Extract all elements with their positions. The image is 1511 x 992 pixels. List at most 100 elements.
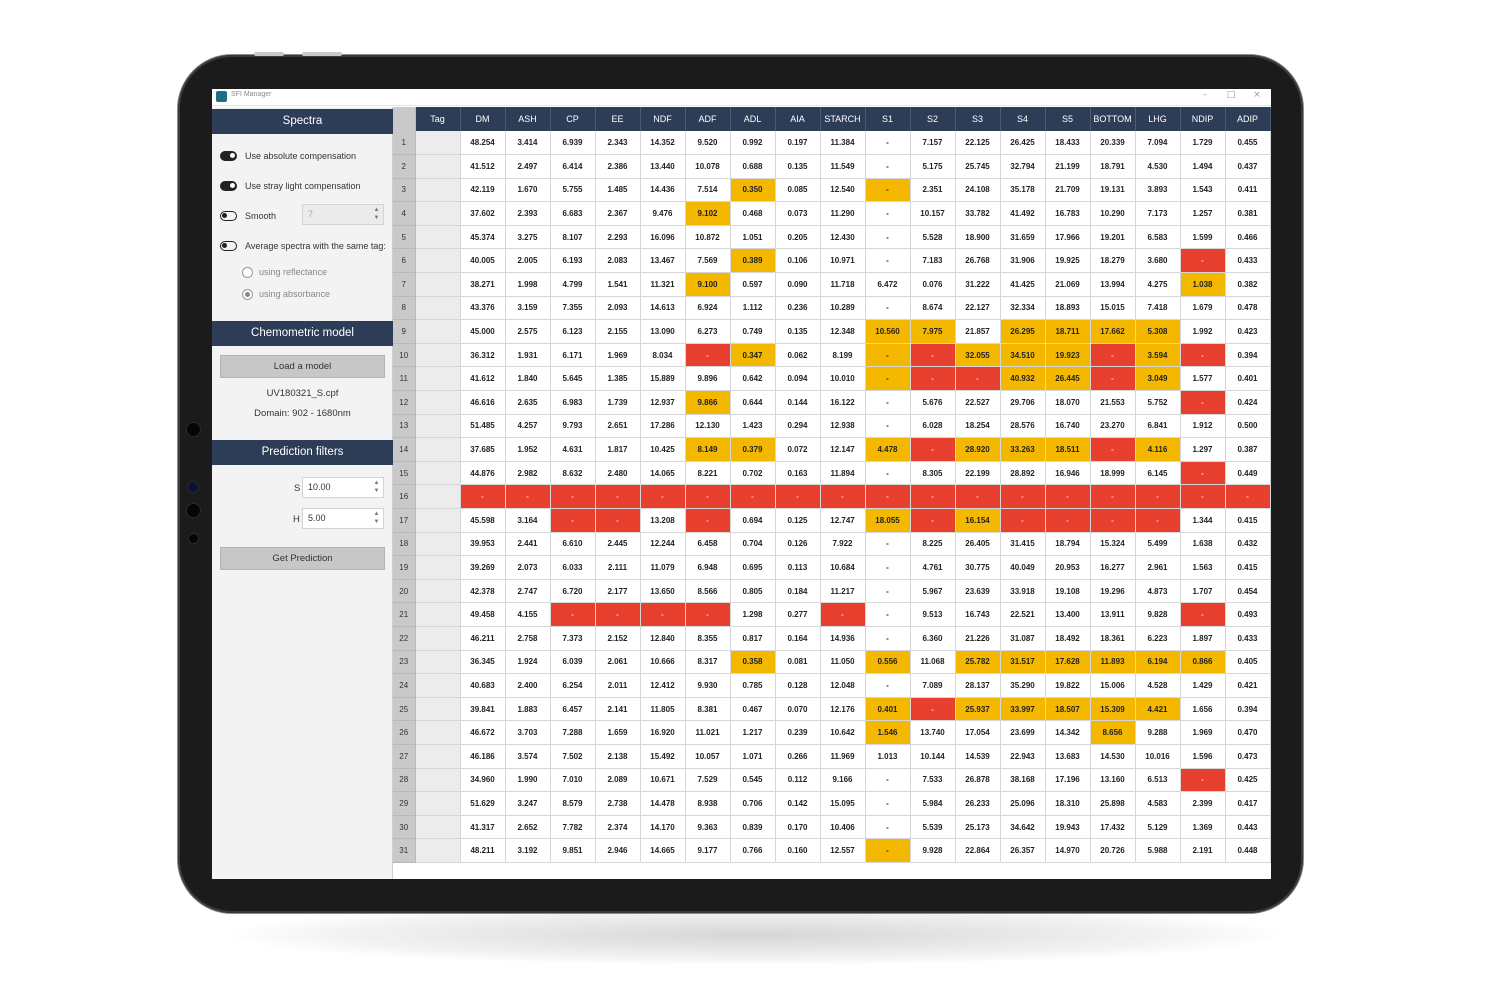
row-number[interactable]: 10	[393, 343, 416, 368]
value-cell[interactable]: 12.244	[640, 532, 686, 557]
tag-cell[interactable]	[415, 414, 461, 439]
value-cell[interactable]: 2.575	[505, 319, 551, 344]
value-cell[interactable]: 11.068	[910, 650, 956, 675]
table-row[interactable]: 14 37.685 1.952 4.631 1.817 10.425 8.149 0.379 0…	[393, 437, 1271, 462]
load-model-button[interactable]: Load a model	[220, 355, 385, 378]
value-cell[interactable]: 0.382	[1225, 272, 1271, 297]
value-cell[interactable]: 0.405	[1225, 650, 1271, 675]
value-cell[interactable]: 8.674	[910, 296, 956, 321]
value-cell[interactable]: 1.543	[1180, 178, 1226, 203]
value-cell[interactable]: 13.911	[1090, 602, 1136, 627]
value-cell[interactable]: 0.556	[865, 650, 911, 675]
value-cell[interactable]: 0.062	[775, 343, 821, 368]
value-cell[interactable]: 4.799	[550, 272, 596, 297]
value-cell[interactable]: 2.191	[1180, 838, 1226, 863]
value-cell[interactable]: 0.125	[775, 508, 821, 533]
tag-cell[interactable]	[415, 720, 461, 745]
value-cell[interactable]: 2.011	[595, 673, 641, 698]
value-cell[interactable]: 8.579	[550, 791, 596, 816]
tag-cell[interactable]	[415, 768, 461, 793]
value-cell[interactable]: 15.006	[1090, 673, 1136, 698]
value-cell[interactable]: -	[1135, 484, 1181, 509]
value-cell[interactable]: 4.421	[1135, 697, 1181, 722]
value-cell[interactable]: -	[865, 248, 911, 274]
value-cell[interactable]: 0.294	[775, 414, 821, 439]
value-cell[interactable]: 12.147	[820, 437, 866, 462]
value-cell[interactable]: -	[865, 414, 911, 439]
value-cell[interactable]: 16.277	[1090, 555, 1136, 580]
value-cell[interactable]: 12.557	[820, 838, 866, 863]
value-cell[interactable]: 0.144	[775, 390, 821, 415]
value-cell[interactable]: 1.013	[865, 744, 911, 769]
value-cell[interactable]: 10.144	[910, 744, 956, 769]
value-cell[interactable]: 3.164	[505, 508, 551, 533]
value-cell[interactable]: 0.421	[1225, 673, 1271, 698]
value-cell[interactable]: -	[1090, 366, 1136, 392]
value-cell[interactable]: 9.102	[685, 201, 731, 226]
value-cell[interactable]: 2.083	[595, 248, 641, 274]
row-number[interactable]: 2	[393, 154, 416, 179]
value-cell[interactable]: 8.225	[910, 532, 956, 557]
value-cell[interactable]: -	[1045, 508, 1091, 533]
value-cell[interactable]: 31.087	[1000, 626, 1046, 651]
value-cell[interactable]: 9.928	[910, 838, 956, 863]
row-number[interactable]: 6	[393, 248, 416, 274]
value-cell[interactable]: 3.192	[505, 838, 551, 863]
tag-cell[interactable]	[415, 154, 461, 179]
value-cell[interactable]: 1.656	[1180, 697, 1226, 722]
table-row[interactable]: 31 48.211 3.192 9.851 2.946 14.665 9.177 0.766 0…	[393, 838, 1271, 863]
value-cell[interactable]: 0.766	[730, 838, 776, 863]
value-cell[interactable]: 28.576	[1000, 414, 1046, 439]
value-cell[interactable]: -	[1090, 484, 1136, 509]
value-cell[interactable]: 1.577	[1180, 366, 1226, 392]
tag-cell[interactable]	[415, 366, 461, 392]
value-cell[interactable]: 2.061	[595, 650, 641, 675]
value-cell[interactable]: 5.308	[1135, 319, 1181, 344]
value-cell[interactable]: 17.628	[1045, 650, 1091, 675]
value-cell[interactable]: -	[595, 508, 641, 533]
value-cell[interactable]: 3.414	[505, 131, 551, 156]
value-cell[interactable]: 22.943	[1000, 744, 1046, 769]
value-cell[interactable]: 1.670	[505, 178, 551, 203]
column-header[interactable]: ADF	[685, 107, 731, 131]
value-cell[interactable]: -	[685, 343, 731, 368]
value-cell[interactable]: 0.350	[730, 178, 776, 203]
row-number[interactable]: 14	[393, 437, 416, 462]
value-cell[interactable]: 21.199	[1045, 154, 1091, 179]
table-row[interactable]: 3 42.119 1.670 5.755 1.485 14.436 7.514 0.350 0.…	[393, 178, 1271, 203]
value-cell[interactable]: 40.049	[1000, 555, 1046, 580]
value-cell[interactable]: 15.015	[1090, 296, 1136, 321]
value-cell[interactable]: 8.199	[820, 343, 866, 368]
column-header[interactable]: EE	[595, 107, 641, 131]
value-cell[interactable]: 0.817	[730, 626, 776, 651]
value-cell[interactable]: 2.293	[595, 225, 641, 250]
smooth-spinbox[interactable]: 7 ▲ ▼	[302, 204, 384, 225]
value-cell[interactable]: 41.492	[1000, 201, 1046, 226]
value-cell[interactable]: 39.269	[460, 555, 506, 580]
value-cell[interactable]: 0.695	[730, 555, 776, 580]
tag-cell[interactable]	[415, 131, 461, 156]
value-cell[interactable]: 0.072	[775, 437, 821, 462]
value-cell[interactable]: 18.310	[1045, 791, 1091, 816]
value-cell[interactable]: 1.952	[505, 437, 551, 462]
value-cell[interactable]: 0.160	[775, 838, 821, 863]
value-cell[interactable]: 2.652	[505, 815, 551, 840]
value-cell[interactable]: 11.718	[820, 272, 866, 297]
value-cell[interactable]: 0.394	[1225, 343, 1271, 368]
value-cell[interactable]: 31.659	[1000, 225, 1046, 250]
value-cell[interactable]: 0.411	[1225, 178, 1271, 203]
smooth-toggle[interactable]: Smooth	[220, 209, 276, 223]
value-cell[interactable]: 1.883	[505, 697, 551, 722]
value-cell[interactable]: 8.107	[550, 225, 596, 250]
table-row[interactable]: 17 45.598 3.164- -13.208-0.694 0.125 12.747 18…	[393, 508, 1271, 533]
value-cell[interactable]: 9.520	[685, 131, 731, 156]
table-row[interactable]: 12 46.616 2.635 6.983 1.739 12.937 9.866 0.644 0…	[393, 390, 1271, 415]
value-cell[interactable]: 36.312	[460, 343, 506, 368]
value-cell[interactable]: 6.583	[1135, 225, 1181, 250]
value-cell[interactable]: 18.361	[1090, 626, 1136, 651]
value-cell[interactable]: -	[865, 131, 911, 156]
column-header[interactable]: S3	[955, 107, 1001, 131]
value-cell[interactable]: 1.217	[730, 720, 776, 745]
value-cell[interactable]: 1.423	[730, 414, 776, 439]
value-cell[interactable]: 22.199	[955, 461, 1001, 486]
